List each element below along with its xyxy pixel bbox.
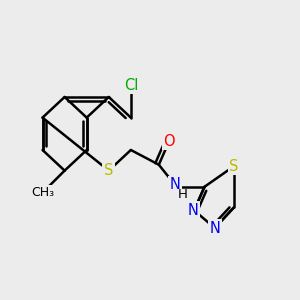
Text: CH₃: CH₃ (31, 186, 54, 199)
Text: S: S (229, 159, 239, 174)
Text: N: N (169, 177, 181, 192)
Text: N: N (187, 203, 198, 218)
Text: H: H (178, 188, 188, 201)
Text: S: S (104, 163, 113, 178)
Text: N: N (209, 220, 220, 236)
Text: O: O (163, 134, 175, 149)
Text: Cl: Cl (124, 78, 138, 93)
